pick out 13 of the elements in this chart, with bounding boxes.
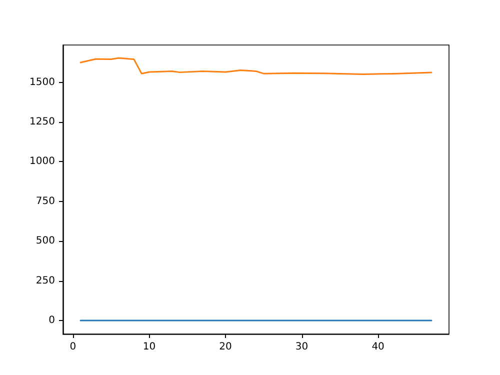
x-tick-label: 20 [219,342,232,352]
y-tick-label: 750 [36,196,55,207]
y-tick-label: 0 [48,315,55,326]
x-tick-label: 30 [295,342,308,352]
x-tick-label: 40 [372,342,384,352]
y-tick-label: 1000 [30,156,55,168]
line-series [80,57,432,75]
x-tick-label: 0 [70,342,76,352]
y-tick-label: 500 [36,236,55,247]
y-tick-label: 1250 [30,116,55,128]
x-tick-label: 10 [142,342,156,352]
y-tick-label: 1500 [30,76,55,88]
y-tick-label: 250 [36,275,55,286]
